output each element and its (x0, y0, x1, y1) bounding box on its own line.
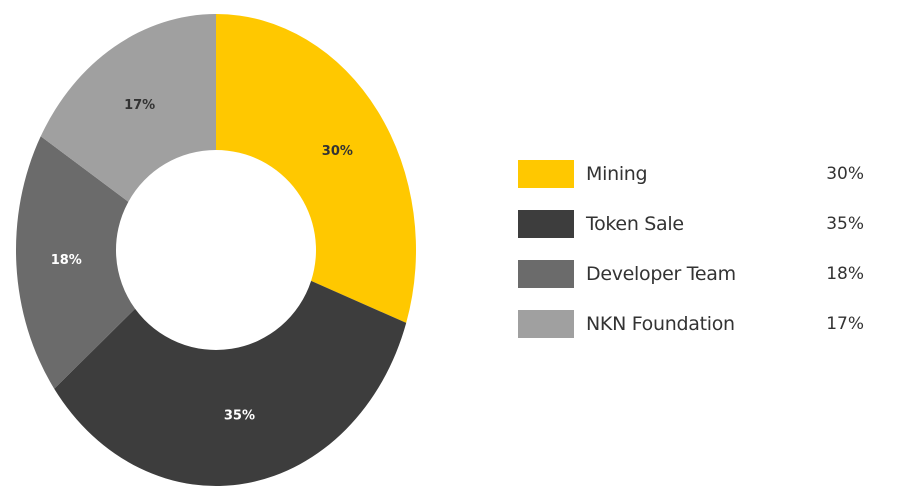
legend-swatch-nkn-foundation (518, 310, 574, 338)
slice-label-developer-team: 18% (51, 253, 82, 268)
legend-label-nkn-foundation: NKN Foundation (586, 313, 735, 335)
slice-label-token-sale: 35% (224, 408, 255, 423)
legend-swatch-developer-team (518, 260, 574, 288)
legend-value-nkn-foundation: 17% (826, 314, 864, 334)
slice-developer-team (16, 136, 136, 389)
legend-value-mining: 30% (826, 164, 864, 184)
slice-token-sale (54, 280, 407, 486)
legend-label-mining: Mining (586, 163, 648, 185)
legend-swatch-token-sale (518, 210, 574, 238)
slice-label-nkn-foundation: 17% (124, 98, 155, 113)
legend-item-nkn-foundation: NKN Foundation 17% (518, 310, 868, 338)
slice-mining (216, 14, 416, 323)
chart-legend: Mining 30% Token Sale 35% Developer Team… (518, 160, 868, 360)
legend-swatch-mining (518, 160, 574, 188)
legend-item-mining: Mining 30% (518, 160, 868, 188)
slice-nkn-foundation (40, 14, 216, 202)
legend-value-developer-team: 18% (826, 264, 864, 284)
slice-label-mining: 30% (322, 144, 353, 159)
legend-item-token-sale: Token Sale 35% (518, 210, 868, 238)
legend-value-token-sale: 35% (826, 214, 864, 234)
legend-label-developer-team: Developer Team (586, 263, 736, 285)
legend-label-token-sale: Token Sale (586, 213, 684, 235)
legend-item-developer-team: Developer Team 18% (518, 260, 868, 288)
